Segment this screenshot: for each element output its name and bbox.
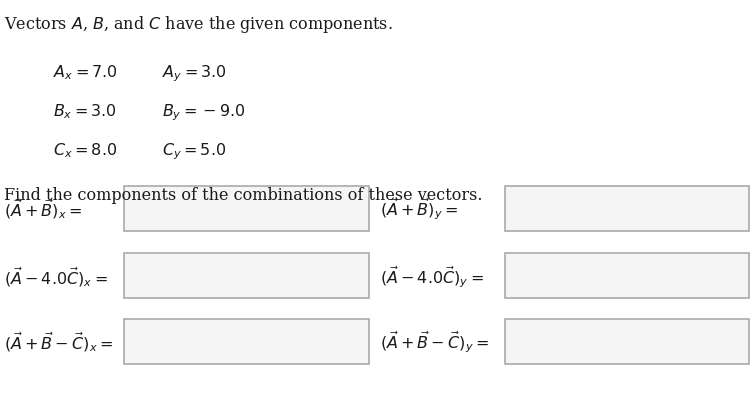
Text: Vectors $\mathit{A}$, $\mathit{B}$, and $\mathit{C}$ have the given components.: Vectors $\mathit{A}$, $\mathit{B}$, and …: [4, 14, 392, 35]
Text: $B_x = 3.0$: $B_x = 3.0$: [53, 102, 117, 121]
Text: $A_y = 3.0$: $A_y = 3.0$: [162, 63, 227, 84]
FancyBboxPatch shape: [124, 254, 369, 299]
Text: $(\vec{A}+\vec{B}-\vec{C})_x = $: $(\vec{A}+\vec{B}-\vec{C})_x = $: [4, 330, 113, 353]
Text: $(\vec{A}+\vec{B})_y = $: $(\vec{A}+\vec{B})_y = $: [380, 196, 459, 222]
FancyBboxPatch shape: [124, 186, 369, 231]
FancyBboxPatch shape: [505, 186, 749, 231]
Text: Find the components of the combinations of these vectors.: Find the components of the combinations …: [4, 186, 482, 203]
FancyBboxPatch shape: [505, 254, 749, 299]
Text: $C_x = 8.0$: $C_x = 8.0$: [53, 141, 117, 160]
Text: $(\vec{A}-4.0\vec{C})_x = $: $(\vec{A}-4.0\vec{C})_x = $: [4, 264, 108, 288]
Text: $(\vec{A}-4.0\vec{C})_y = $: $(\vec{A}-4.0\vec{C})_y = $: [380, 263, 484, 289]
FancyBboxPatch shape: [124, 319, 369, 364]
Text: $(\vec{A}+\vec{B}-\vec{C})_y = $: $(\vec{A}+\vec{B}-\vec{C})_y = $: [380, 328, 489, 355]
Text: $A_x = 7.0$: $A_x = 7.0$: [53, 63, 117, 82]
Text: $C_y = 5.0$: $C_y = 5.0$: [162, 141, 226, 162]
FancyBboxPatch shape: [505, 319, 749, 364]
Text: $(\vec{A}+\vec{B})_x = $: $(\vec{A}+\vec{B})_x = $: [4, 197, 82, 220]
Text: $B_y = -9.0$: $B_y = -9.0$: [162, 102, 245, 123]
